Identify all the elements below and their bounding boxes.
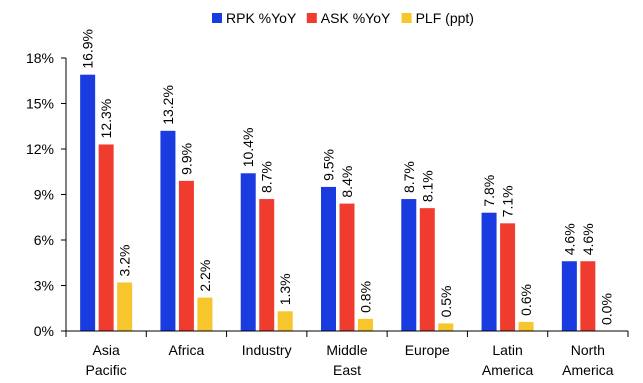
legend-label: RPK %YoY	[226, 10, 297, 26]
legend-label: PLF (ppt)	[416, 10, 474, 26]
bar-value-label: 13.2%	[160, 85, 176, 125]
x-category-label: Industry	[242, 342, 292, 358]
bar-3	[438, 323, 454, 331]
data-labels: 16.9%12.3%3.2%13.2%9.9%2.2%10.4%8.7%1.3%…	[80, 29, 615, 325]
bar-3	[358, 318, 373, 331]
bar-value-label: 16.9%	[80, 29, 96, 69]
legend-swatch	[401, 13, 412, 23]
bar-1	[561, 261, 577, 331]
bar-1	[321, 186, 336, 331]
bar-1	[240, 173, 256, 331]
x-axis: Asia Pacific Africa Industry Middle East Europ…	[65, 330, 629, 378]
y-tick-label: 3%	[34, 278, 54, 294]
chart-legend: RPK %YoY ASK %YoY PLF (ppt)	[212, 10, 474, 26]
bar-1	[401, 199, 417, 331]
bar-2	[259, 199, 275, 331]
bar-2	[419, 208, 435, 331]
bar-2	[98, 144, 114, 331]
y-tick-label: 6%	[34, 232, 54, 248]
bar-value-label: 0.5%	[438, 285, 454, 317]
x-category-label: Middle East	[326, 342, 367, 378]
bar-2	[580, 261, 596, 331]
y-tick-label: 12%	[26, 141, 54, 157]
x-category-label: Europe	[405, 342, 450, 358]
x-category-label: Asia Pacific	[86, 342, 127, 378]
bar-2	[500, 223, 516, 331]
bar-2	[178, 180, 194, 331]
bar-3	[518, 321, 534, 331]
bar-value-label: 8.7%	[259, 161, 275, 193]
bar-3	[277, 311, 293, 331]
bar-3	[197, 297, 213, 331]
bar-2	[339, 203, 355, 331]
bar-value-label: 3.2%	[117, 245, 133, 277]
bar-1	[160, 130, 176, 331]
bar-value-label: 9.5%	[321, 149, 337, 181]
bar-value-label: 8.4%	[339, 166, 355, 198]
bar-value-label: 7.1%	[500, 185, 516, 217]
bar-1	[80, 74, 96, 331]
bar-value-label: 1.3%	[277, 273, 293, 305]
y-tick-label: 9%	[34, 187, 54, 203]
bar-value-label: 12.3%	[98, 99, 114, 139]
bar-value-label: 10.4%	[240, 128, 256, 168]
legend-swatch	[212, 13, 222, 23]
bar-value-label: 0.0%	[598, 293, 614, 325]
bar-value-label: 0.6%	[518, 284, 534, 316]
bar-value-label: 8.7%	[401, 161, 417, 193]
x-category-label: Latin America	[482, 342, 534, 378]
bar-series	[80, 74, 596, 331]
bar-1	[481, 212, 497, 331]
legend-swatch	[306, 13, 317, 23]
bar-3	[117, 282, 133, 331]
x-category-label: Africa	[169, 342, 205, 358]
bar-value-label: 8.1%	[419, 170, 435, 202]
bar-value-label: 4.6%	[561, 223, 577, 255]
y-tick-label: 0%	[34, 323, 54, 339]
bar-value-label: 9.9%	[178, 143, 194, 175]
bar-value-label: 0.8%	[358, 281, 374, 313]
y-tick-label: 15%	[26, 96, 54, 112]
y-tick-label: 18%	[26, 50, 54, 66]
bar-value-label: 7.8%	[481, 175, 497, 207]
legend-label: ASK %YoY	[321, 10, 391, 26]
y-axis: 0% 3% 6% 9% 12% 15% 18%	[26, 50, 67, 339]
bar-value-label: 2.2%	[197, 260, 213, 292]
bar-value-label: 4.6%	[580, 223, 596, 255]
x-category-label: North America	[562, 342, 614, 378]
